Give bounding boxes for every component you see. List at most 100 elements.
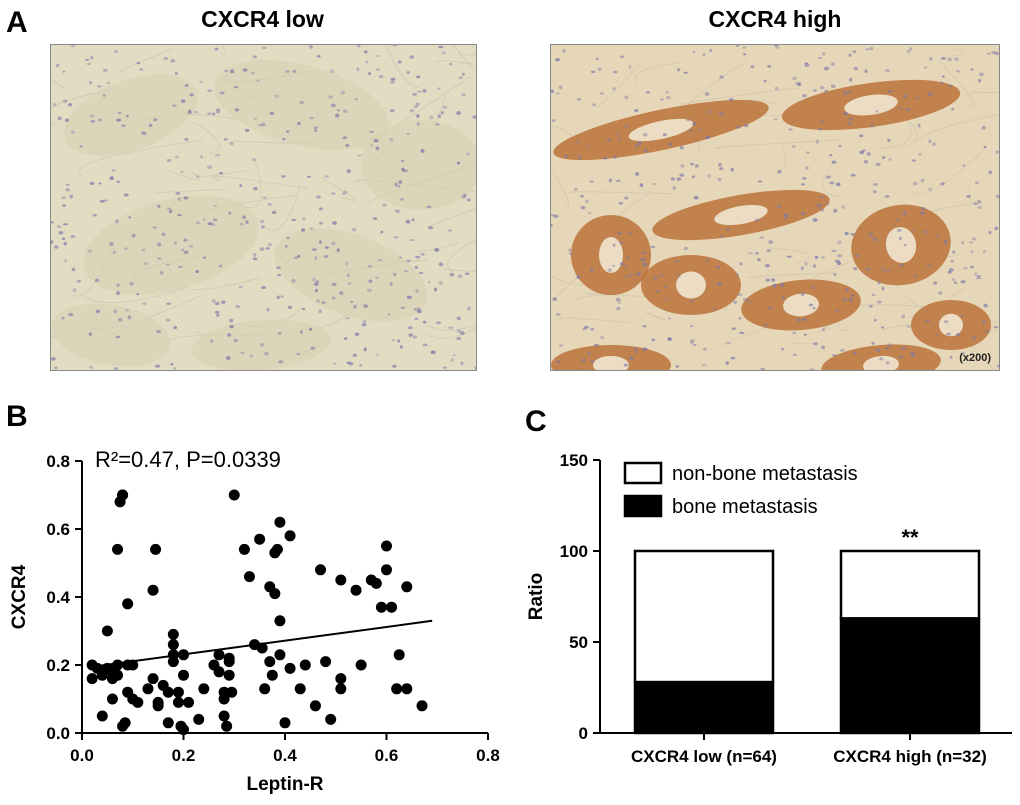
cell-nucleus xyxy=(676,177,682,181)
cell-nucleus xyxy=(927,92,933,97)
cell-nucleus xyxy=(909,47,913,51)
cell-nucleus xyxy=(812,89,817,92)
data-point xyxy=(279,717,291,729)
data-point xyxy=(198,683,210,695)
stroma-fiber xyxy=(190,277,261,291)
stroma-fiber xyxy=(970,91,999,93)
cell-nucleus xyxy=(367,72,372,75)
cell-nucleus xyxy=(755,218,760,222)
cell-nucleus xyxy=(239,183,243,188)
cell-nucleus xyxy=(457,274,462,279)
cell-nucleus xyxy=(297,121,301,126)
cell-nucleus xyxy=(865,267,870,271)
cell-nucleus xyxy=(928,187,932,191)
cell-nucleus xyxy=(593,344,600,347)
stroma-fiber xyxy=(569,191,675,195)
cell-nucleus xyxy=(88,332,93,337)
cell-nucleus xyxy=(363,50,368,54)
cell-nucleus xyxy=(278,360,284,364)
cell-nucleus xyxy=(413,105,418,108)
cell-nucleus xyxy=(330,241,336,246)
cell-nucleus xyxy=(436,321,441,325)
cell-nucleus xyxy=(52,103,57,107)
cell-nucleus xyxy=(853,351,857,355)
micrograph-high-image xyxy=(551,45,999,370)
cell-nucleus xyxy=(64,259,68,263)
stroma-fiber xyxy=(321,177,355,201)
cell-nucleus xyxy=(962,164,966,168)
cell-nucleus xyxy=(885,361,890,365)
cell-nucleus xyxy=(259,219,265,224)
cell-nucleus xyxy=(409,109,415,113)
stroma-fiber xyxy=(910,146,987,195)
cell-nucleus xyxy=(432,350,437,355)
cell-nucleus xyxy=(415,255,421,259)
stroma-fiber xyxy=(689,60,747,105)
cell-nucleus xyxy=(576,140,581,144)
cell-nucleus xyxy=(324,246,329,249)
cell-nucleus xyxy=(884,68,890,73)
cell-nucleus xyxy=(181,248,185,252)
regression-line xyxy=(92,619,433,668)
cell-nucleus xyxy=(157,257,162,260)
cell-nucleus xyxy=(819,120,824,123)
cell-nucleus xyxy=(219,171,223,175)
cell-nucleus xyxy=(995,150,999,154)
cell-nucleus xyxy=(941,75,945,78)
cell-nucleus xyxy=(850,233,855,236)
cell-nucleus xyxy=(332,221,337,225)
cell-nucleus xyxy=(215,109,221,114)
cell-nucleus xyxy=(616,307,621,311)
cell-nucleus xyxy=(978,78,982,83)
cell-nucleus xyxy=(62,70,66,73)
cell-nucleus xyxy=(628,356,634,360)
cell-nucleus xyxy=(256,79,260,82)
cell-nucleus xyxy=(868,304,873,308)
cell-nucleus xyxy=(253,252,257,257)
cell-nucleus xyxy=(645,91,651,94)
cell-nucleus xyxy=(214,310,220,314)
cell-nucleus xyxy=(733,300,738,304)
cell-nucleus xyxy=(824,89,828,93)
cell-nucleus xyxy=(953,281,957,285)
data-point xyxy=(391,683,403,695)
cell-nucleus xyxy=(613,70,618,74)
cell-nucleus xyxy=(792,353,797,357)
cell-nucleus xyxy=(99,199,105,203)
data-point xyxy=(320,656,332,668)
cell-nucleus xyxy=(773,45,779,47)
cell-nucleus xyxy=(971,336,977,340)
cell-nucleus xyxy=(233,338,238,343)
cell-nucleus xyxy=(639,183,644,187)
cell-nucleus xyxy=(336,109,340,112)
bar-segment xyxy=(633,549,775,684)
cell-nucleus xyxy=(838,144,842,148)
cell-nucleus xyxy=(125,114,129,118)
cell-nucleus xyxy=(943,239,948,244)
cell-nucleus xyxy=(754,251,759,255)
cell-nucleus xyxy=(802,94,807,98)
data-point xyxy=(86,673,98,685)
stroma-fiber xyxy=(748,272,837,279)
cell-nucleus xyxy=(709,49,713,52)
cell-nucleus xyxy=(676,274,681,278)
data-point xyxy=(218,710,230,722)
gland-lumen xyxy=(676,271,706,299)
cell-nucleus xyxy=(897,228,902,232)
cell-nucleus xyxy=(390,77,396,81)
cell-nucleus xyxy=(847,121,852,125)
cell-nucleus xyxy=(211,298,216,303)
cell-nucleus xyxy=(644,148,648,153)
cell-nucleus xyxy=(312,248,317,251)
cell-nucleus xyxy=(141,248,146,252)
cell-nucleus xyxy=(725,361,729,365)
cell-nucleus xyxy=(650,245,655,249)
cell-nucleus xyxy=(394,209,400,213)
cell-nucleus xyxy=(792,76,797,81)
cell-nucleus xyxy=(89,81,92,85)
cell-nucleus xyxy=(705,135,711,139)
data-point xyxy=(106,693,118,705)
cell-nucleus xyxy=(218,264,223,268)
cell-nucleus xyxy=(968,241,974,244)
cell-nucleus xyxy=(153,118,158,122)
